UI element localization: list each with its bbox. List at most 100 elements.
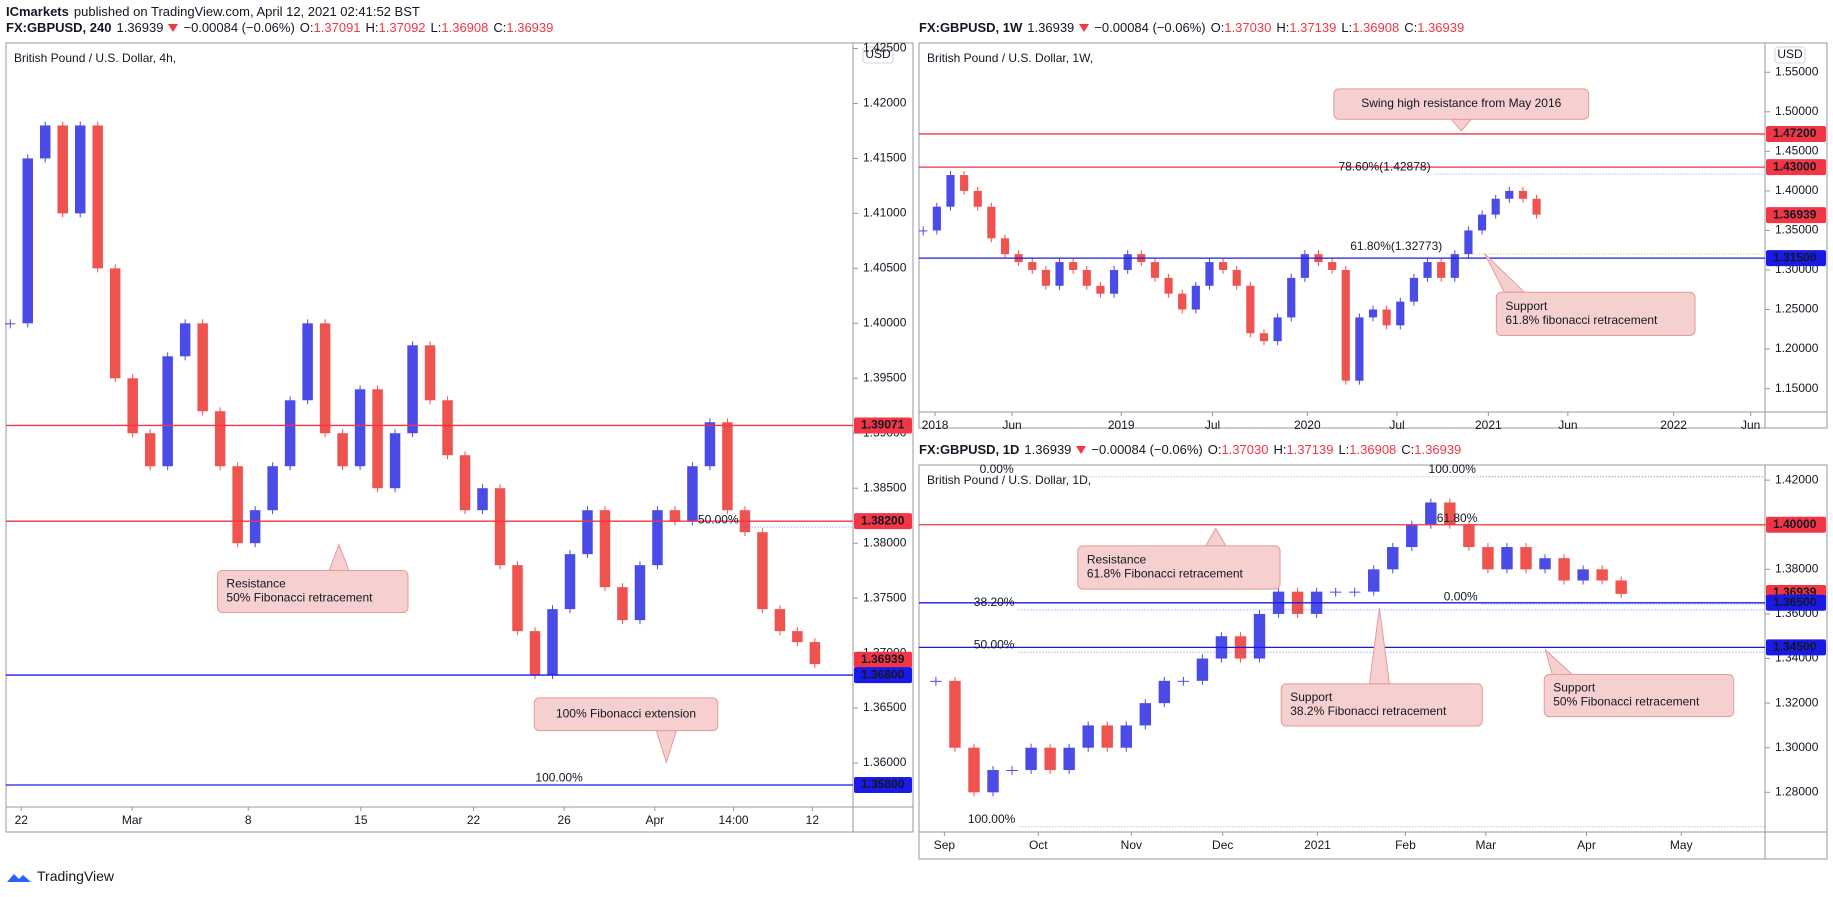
x-tick-label: 14:00	[719, 813, 749, 827]
candle	[1246, 285, 1255, 334]
y-tick-label: 1.42000	[1775, 472, 1819, 486]
candle	[232, 466, 243, 544]
ohlc-value: 1.37091	[313, 20, 361, 35]
price-change: −0.00084 (−0.06%)	[1091, 442, 1203, 457]
candle	[1406, 524, 1418, 548]
candle	[1055, 262, 1064, 286]
price-badge-label: 1.36939	[861, 652, 905, 666]
x-tick-label: 22	[15, 813, 29, 827]
fib-label: 38.20%	[974, 595, 1015, 609]
candle	[1577, 569, 1589, 581]
price-badge	[1766, 639, 1826, 656]
callout-text: Resistance	[226, 577, 286, 591]
ohlc-key: H:	[1273, 442, 1287, 457]
ohlc-item: H:1.37092	[366, 20, 426, 35]
candle	[1025, 747, 1037, 771]
ohlc-value: 1.36939	[1417, 20, 1465, 35]
price-badge-label: 1.36939	[1773, 207, 1817, 221]
ohlc-key: C:	[1404, 20, 1418, 35]
x-tick-label: Oct	[1029, 838, 1048, 852]
candle	[687, 466, 698, 522]
symbol: FX:GBPUSD, 240	[6, 20, 112, 35]
ohlc-item: O:1.37030	[1211, 20, 1272, 35]
candle	[1120, 725, 1132, 748]
y-tick-label: 1.20000	[1775, 341, 1819, 355]
y-tick-label: 1.15000	[1775, 381, 1819, 395]
price-badge	[854, 777, 912, 794]
candle	[1520, 547, 1532, 570]
candle	[987, 770, 999, 793]
y-tick-label: 1.30000	[1775, 740, 1819, 754]
fib-label: 61.80%	[1437, 511, 1478, 525]
symbol-header: FX:GBPUSD, 1W 1.36939 −0.00084 (−0.06%) O:1…	[919, 20, 1464, 35]
candle	[1232, 269, 1241, 286]
price-badge	[854, 513, 912, 530]
last-price: 1.36939	[1024, 442, 1072, 457]
candle	[407, 345, 418, 434]
callout-tail	[1484, 253, 1526, 293]
candle	[946, 175, 955, 207]
ohlc-key: O:	[1210, 20, 1225, 35]
candle	[1501, 547, 1513, 570]
candle	[1178, 293, 1187, 310]
candle	[127, 378, 138, 434]
price-badge	[1766, 207, 1826, 224]
candle	[57, 125, 68, 214]
y-tick-label: 1.41500	[863, 151, 907, 165]
ohlc-item: L:1.36908	[431, 20, 489, 35]
candle	[1273, 317, 1282, 342]
candle	[1041, 269, 1050, 286]
price-badge	[854, 417, 912, 434]
x-tick-label: 12	[806, 813, 820, 827]
candle	[22, 158, 33, 324]
symbol: FX:GBPUSD, 1W	[919, 20, 1023, 35]
published: published on TradingView.com, April 12, …	[73, 4, 420, 19]
price-badge-label: 1.39071	[861, 418, 905, 432]
y-tick-label: 1.37500	[863, 590, 907, 604]
y-tick-label: 1.42000	[863, 96, 907, 110]
candle	[669, 510, 681, 522]
y-tick-label: 1.42500	[863, 41, 907, 55]
candle	[1191, 285, 1200, 310]
candle	[547, 609, 558, 676]
ohlc-value: 1.36908	[1352, 20, 1400, 35]
candle	[1382, 309, 1391, 326]
candle	[1259, 333, 1269, 342]
x-tick-label: 2020	[1294, 418, 1321, 432]
candle	[1558, 558, 1570, 581]
candle	[39, 125, 51, 159]
price-badge-label: 1.36800	[861, 667, 905, 681]
callout-tail	[1204, 527, 1227, 547]
fib-label: 50.00%	[698, 512, 739, 526]
price-badge-label: 1.40000	[1773, 517, 1817, 531]
candle	[477, 488, 488, 511]
symbol: FX:GBPUSD, 1D	[919, 442, 1020, 457]
candle	[634, 565, 646, 621]
candle	[267, 466, 278, 511]
callout-text: Support	[1290, 690, 1333, 704]
candle	[1505, 190, 1514, 199]
tv-logo	[7, 874, 31, 882]
candle	[1341, 269, 1350, 381]
price-badge-label: 1.47200	[1773, 126, 1817, 140]
callout-text: 50% Fibonacci retracement	[1553, 695, 1700, 709]
ohlc-value: 1.36908	[441, 20, 489, 35]
candle	[1328, 262, 1337, 270]
price-badge-label: 1.43000	[1773, 159, 1817, 173]
candle	[919, 230, 928, 232]
chart-title: British Pound / U.S. Dollar, 1D,	[927, 473, 1091, 487]
candle	[1532, 198, 1541, 215]
x-tick-label: Apr	[1577, 838, 1596, 852]
candle	[1205, 262, 1214, 286]
candle	[1253, 613, 1266, 659]
fib-label: 100.00%	[968, 812, 1016, 826]
x-tick-label: Mar	[1475, 838, 1496, 852]
y-tick-label: 1.25000	[1775, 302, 1819, 316]
fib-label: 50.00%	[974, 637, 1015, 651]
y-tick-label: 1.50000	[1775, 104, 1819, 118]
ohlc-value: 1.36939	[506, 20, 554, 35]
ohlc-item: C:1.36939	[1404, 20, 1464, 35]
fib-label: 78.60%(1.42878)	[1339, 159, 1431, 173]
candle	[1069, 262, 1078, 270]
candle	[1423, 262, 1432, 278]
